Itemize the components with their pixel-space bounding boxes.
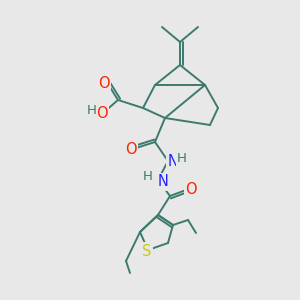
Text: H: H: [143, 170, 153, 184]
Text: H: H: [87, 104, 97, 118]
Text: H: H: [177, 152, 187, 164]
Text: N: N: [168, 154, 178, 169]
Text: O: O: [185, 182, 197, 197]
Text: O: O: [96, 106, 108, 121]
Text: O: O: [125, 142, 137, 157]
Text: N: N: [158, 175, 168, 190]
Text: S: S: [142, 244, 152, 259]
Text: O: O: [98, 76, 110, 91]
